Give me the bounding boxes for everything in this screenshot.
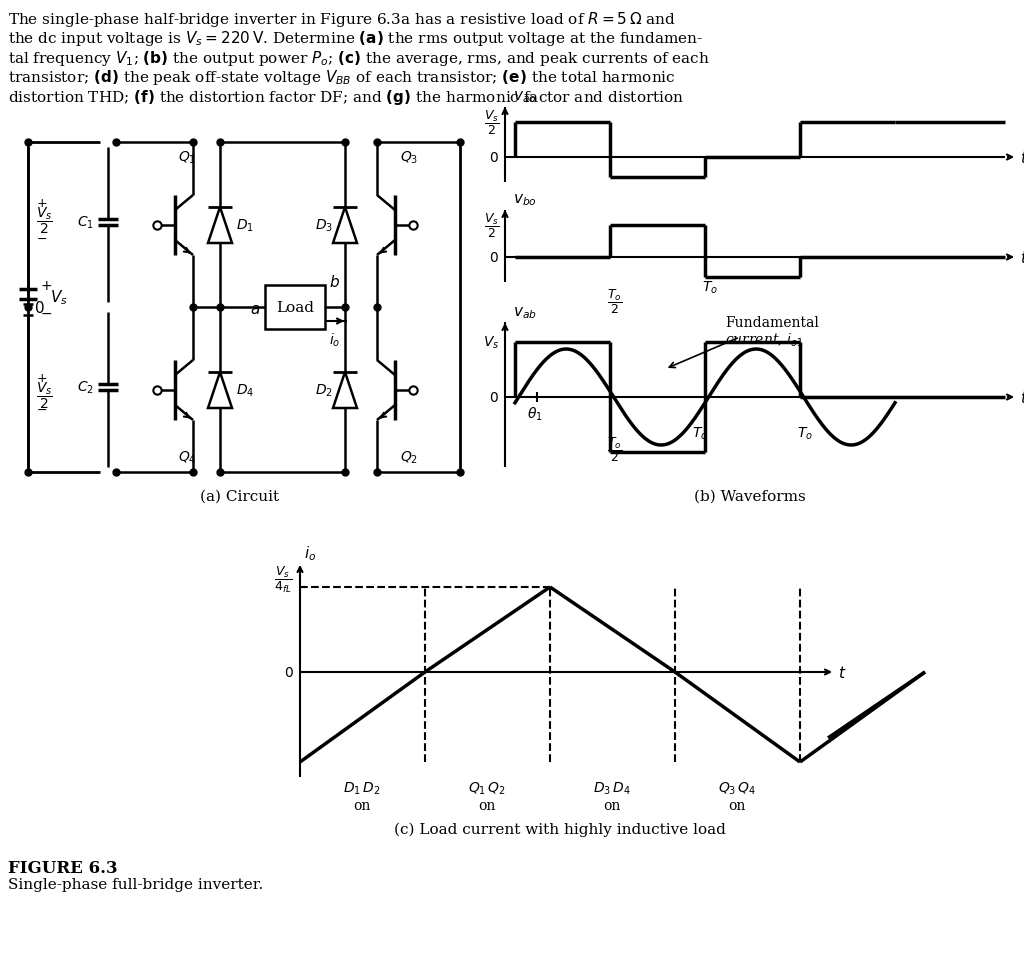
Text: $D_1\,D_2$: $D_1\,D_2$: [343, 781, 381, 796]
Text: $D_3\,D_4$: $D_3\,D_4$: [593, 781, 631, 796]
Text: (b) Waveforms: (b) Waveforms: [694, 489, 806, 503]
Text: $D_3$: $D_3$: [315, 218, 333, 234]
Text: $i_o$: $i_o$: [304, 544, 316, 563]
Bar: [265, 285, 325, 329]
Text: $b$: $b$: [329, 274, 340, 290]
Text: $t$: $t$: [838, 664, 847, 680]
Text: Load: Load: [276, 301, 314, 315]
Text: Fundamental: Fundamental: [725, 316, 819, 329]
Text: $T_o$: $T_o$: [692, 426, 708, 442]
Text: $-$: $-$: [36, 232, 47, 244]
Text: $-$: $-$: [40, 306, 52, 319]
Text: $\dfrac{V_s}{2}$: $\dfrac{V_s}{2}$: [36, 205, 53, 236]
Text: $D_2$: $D_2$: [315, 382, 333, 399]
Text: $Q_3$: $Q_3$: [400, 149, 418, 166]
Text: on: on: [728, 798, 745, 812]
Text: $t$: $t$: [1020, 250, 1024, 266]
Text: $0$: $0$: [489, 150, 499, 165]
Text: Single-phase full-bridge inverter.: Single-phase full-bridge inverter.: [8, 877, 263, 891]
Text: distortion THD; $\mathbf{(f)}$ the distortion factor DF; and $\mathbf{(g)}$ the : distortion THD; $\mathbf{(f)}$ the disto…: [8, 88, 684, 106]
Text: on: on: [478, 798, 496, 812]
Text: $\dfrac{V_s}{2}$: $\dfrac{V_s}{2}$: [483, 212, 499, 239]
Text: $v_{ao}$: $v_{ao}$: [513, 89, 537, 105]
Text: $i_o$: $i_o$: [330, 331, 341, 349]
Text: $T_o$: $T_o$: [702, 279, 718, 296]
Text: (a) Circuit: (a) Circuit: [201, 489, 280, 503]
Text: $a$: $a$: [250, 303, 260, 317]
Text: $Q_4$: $Q_4$: [178, 449, 197, 466]
Text: $Q_1$: $Q_1$: [178, 149, 197, 166]
Text: FIGURE 6.3: FIGURE 6.3: [8, 859, 118, 876]
Text: $T_o$: $T_o$: [797, 426, 813, 442]
Text: (c) Load current with highly inductive load: (c) Load current with highly inductive l…: [394, 823, 726, 836]
Text: $+$: $+$: [36, 372, 47, 385]
Text: $\theta_1$: $\theta_1$: [527, 405, 543, 423]
Text: $v_{ab}$: $v_{ab}$: [513, 305, 537, 320]
Text: on: on: [603, 798, 621, 812]
Text: $C_1$: $C_1$: [77, 215, 94, 231]
Text: $D_4$: $D_4$: [236, 382, 254, 399]
Text: $t$: $t$: [1020, 149, 1024, 166]
Text: $Q_3\,Q_4$: $Q_3\,Q_4$: [718, 781, 756, 796]
Text: $\dfrac{T_o}{2}$: $\dfrac{T_o}{2}$: [607, 436, 623, 463]
Text: $\dfrac{T_o}{2}$: $\dfrac{T_o}{2}$: [607, 287, 623, 316]
Text: $0$: $0$: [489, 251, 499, 265]
Text: $\dfrac{V_s}{4_{fL}}$: $\dfrac{V_s}{4_{fL}}$: [273, 565, 292, 594]
Text: $-$: $-$: [36, 403, 47, 415]
Text: $V_s$: $V_s$: [50, 288, 68, 307]
Text: $\dfrac{V_s}{2}$: $\dfrac{V_s}{2}$: [483, 108, 499, 137]
Text: $+$: $+$: [36, 197, 47, 210]
Text: current, $i_{o1}$: current, $i_{o1}$: [725, 331, 804, 349]
Text: $t$: $t$: [1020, 390, 1024, 405]
Text: $C_2$: $C_2$: [77, 379, 94, 396]
Text: The single-phase half-bridge inverter in Figure 6.3a has a resistive load of $R : The single-phase half-bridge inverter in…: [8, 10, 676, 29]
Text: on: on: [353, 798, 371, 812]
Text: $Q_1\,Q_2$: $Q_1\,Q_2$: [468, 781, 506, 796]
Text: $0$: $0$: [489, 391, 499, 404]
Text: $\dfrac{V_s}{2}$: $\dfrac{V_s}{2}$: [36, 380, 53, 411]
Text: tal frequency $V_1$; $\mathbf{(b)}$ the output power $P_o$; $\mathbf{(c)}$ the a: tal frequency $V_1$; $\mathbf{(b)}$ the …: [8, 49, 710, 68]
Text: $Q_2$: $Q_2$: [400, 449, 418, 466]
Text: transistor; $\mathbf{(d)}$ the peak off-state voltage $V_{BB}$ of each transisto: transistor; $\mathbf{(d)}$ the peak off-…: [8, 68, 676, 87]
Text: $0$: $0$: [34, 300, 45, 316]
Text: $v_{bo}$: $v_{bo}$: [513, 192, 537, 208]
Text: $V_s$: $V_s$: [482, 334, 499, 351]
Text: $0$: $0$: [285, 665, 294, 679]
Text: the dc input voltage is $V_s = 220\,\mathrm{V}$. Determine $\mathbf{(a)}$ the rm: the dc input voltage is $V_s = 220\,\mat…: [8, 29, 703, 49]
Text: $D_1$: $D_1$: [236, 218, 254, 234]
Text: $+$: $+$: [40, 278, 52, 293]
